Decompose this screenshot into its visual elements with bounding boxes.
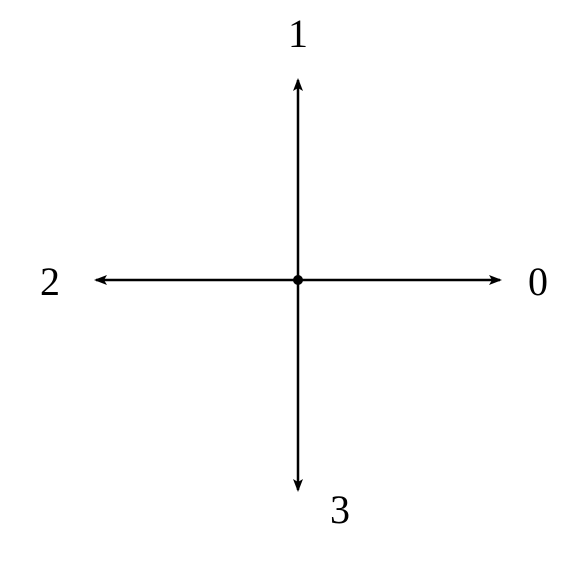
label-right: 0 bbox=[528, 262, 548, 302]
label-down: 3 bbox=[330, 490, 350, 530]
compass-diagram: 0 1 2 3 bbox=[0, 0, 580, 561]
center-dot bbox=[293, 275, 303, 285]
label-left: 2 bbox=[40, 262, 60, 302]
diagram-svg bbox=[0, 0, 580, 561]
label-up: 1 bbox=[288, 14, 308, 54]
